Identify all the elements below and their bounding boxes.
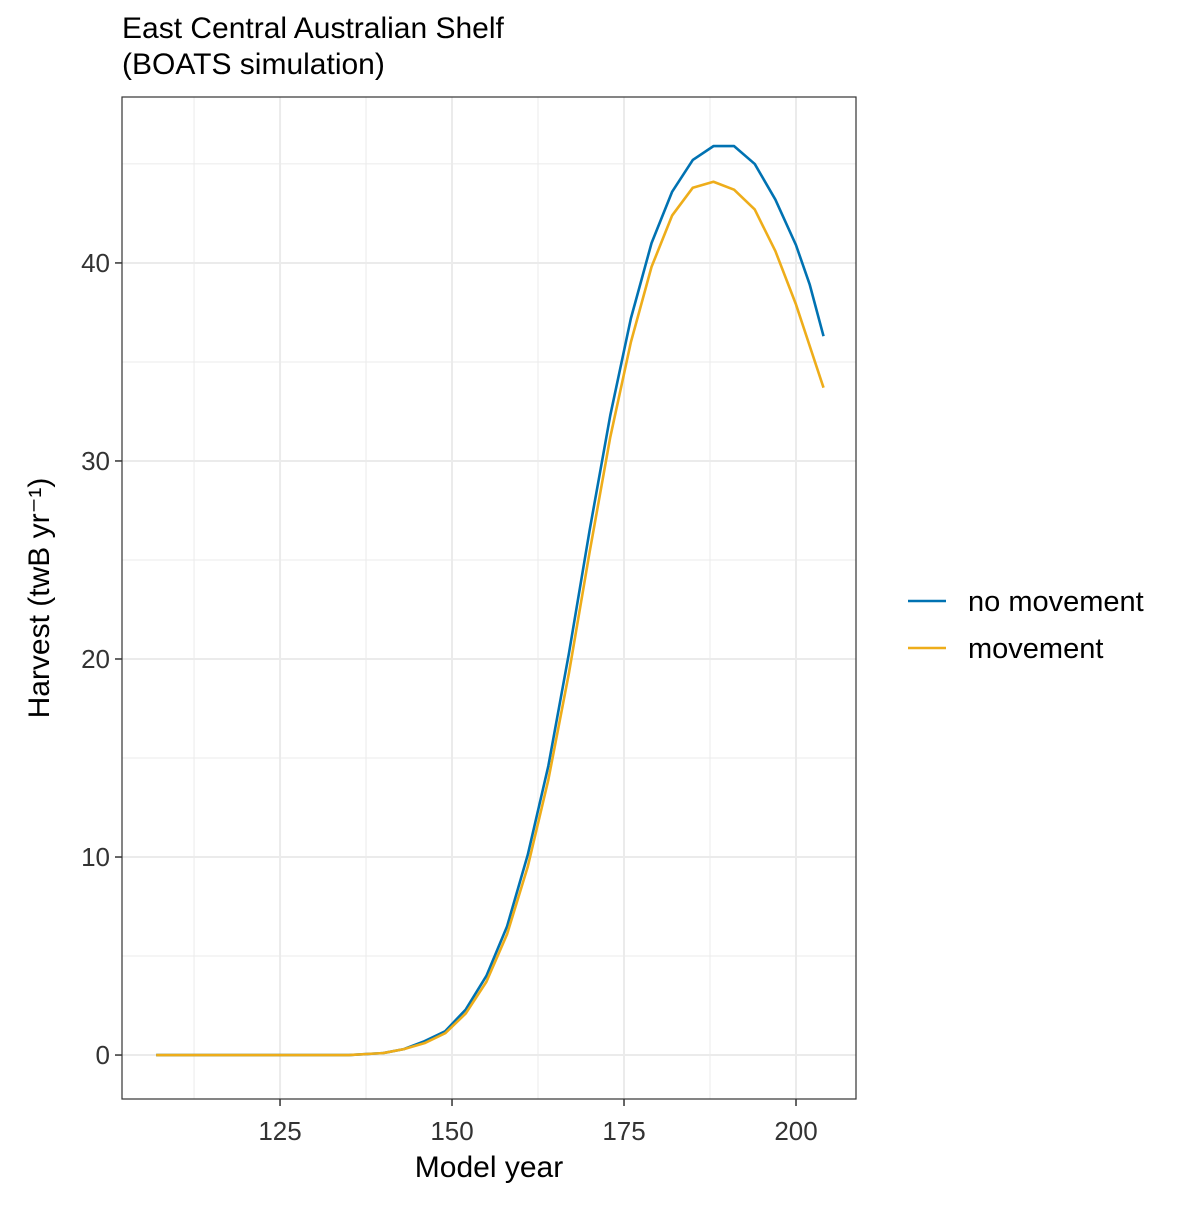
y-tick-label: 30 [81, 446, 110, 476]
series-line [156, 180, 825, 1057]
x-tick-label: 200 [774, 1116, 817, 1146]
y-tick-label: 10 [81, 842, 110, 872]
x-tick-label: 125 [258, 1116, 301, 1146]
legend-label: no movement [968, 586, 1144, 618]
y-tick-label: 0 [96, 1040, 110, 1070]
chart-title: East Central Australian Shelf [122, 12, 505, 45]
y-tick-label: 40 [81, 248, 110, 278]
panel-border [121, 96, 857, 1100]
x-tick-label: 150 [430, 1116, 473, 1146]
x-axis-title: Model year [415, 1151, 563, 1184]
y-tick-label: 20 [81, 644, 110, 674]
legend-label: movement [968, 633, 1103, 665]
x-tick-label: 175 [602, 1116, 645, 1146]
y-axis-title: Harvest (twB yr⁻¹) [23, 478, 56, 719]
chart-subtitle: (BOATS simulation) [122, 48, 385, 81]
series-line [156, 144, 825, 1057]
